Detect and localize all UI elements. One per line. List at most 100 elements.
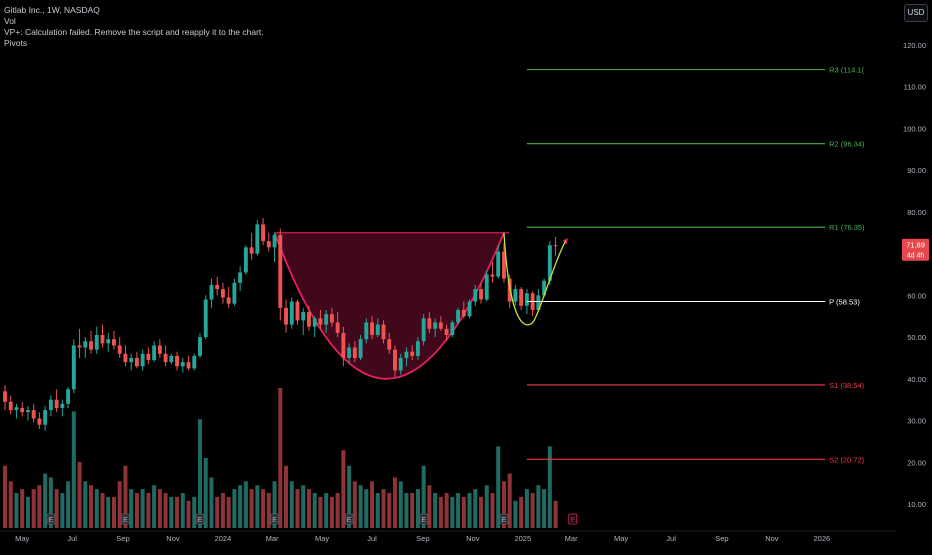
candle-body [25, 410, 30, 413]
candle-body [502, 251, 506, 279]
candle [117, 337, 122, 358]
volume-bar [89, 485, 94, 528]
candle [175, 351, 180, 371]
volume-bar [123, 465, 128, 528]
volume-bar [226, 496, 231, 528]
candle-body [456, 309, 461, 323]
volume-bar [117, 481, 122, 528]
volume-bar [427, 485, 432, 528]
candlestick-series [3, 218, 558, 431]
volume-bar [8, 481, 13, 528]
candle [140, 349, 145, 371]
candle [94, 326, 99, 354]
candle-body [284, 307, 288, 325]
volume-bar [31, 489, 36, 528]
candle [89, 330, 93, 354]
candle-body [513, 289, 518, 302]
candle-body [524, 293, 529, 306]
earnings-marker-letter: E [49, 517, 54, 524]
volume-bar [524, 489, 529, 528]
earnings-marker-box [419, 513, 429, 525]
candle [3, 385, 7, 411]
time-tick-label: Sep [116, 534, 129, 543]
candle [335, 312, 340, 338]
candle [318, 309, 323, 329]
chart-legend: Gitlab Inc., 1W, NASDAQ Vol VP+: Calcula… [4, 5, 264, 49]
candle-body [146, 353, 151, 361]
candle-body [83, 341, 88, 348]
time-tick-label: 2025 [514, 534, 531, 543]
candle-body [266, 241, 271, 248]
earnings-marker-letter: E [502, 517, 507, 524]
earnings-marker-box [499, 513, 509, 525]
price-axis[interactable]: 10.0020.0030.0040.0050.0060.0070.0080.00… [897, 0, 932, 550]
candle [152, 341, 157, 363]
candle [123, 345, 128, 367]
handle-arrow [562, 237, 568, 245]
volume-bar [542, 489, 547, 528]
candle-body [352, 347, 357, 358]
volume-bar [266, 493, 271, 528]
volume-bar [404, 493, 409, 528]
candle [220, 282, 225, 304]
candle [60, 399, 65, 417]
volume-bar [444, 493, 449, 528]
volume-bar [243, 481, 248, 528]
volume-bar [352, 481, 357, 528]
candle-body [209, 284, 214, 300]
candle-body [461, 309, 466, 317]
pivot-label-p: P (58.53) [829, 297, 860, 306]
price-tick-label: 50.00 [907, 333, 926, 342]
pivots-indicator-label[interactable]: Pivots [4, 38, 28, 48]
candle [352, 341, 357, 363]
candle [186, 355, 191, 371]
volume-bar [175, 496, 180, 528]
candle [25, 405, 30, 421]
candle [157, 339, 162, 358]
handle-pattern [503, 232, 568, 326]
candle-body [31, 410, 36, 419]
candle-body [312, 318, 317, 327]
volume-indicator-label[interactable]: Vol [4, 16, 16, 26]
last-price-value: 71.89 [906, 241, 925, 250]
volume-bar [479, 496, 484, 528]
earnings-marker: E [195, 513, 205, 525]
candle [106, 332, 111, 352]
volume-bar [261, 489, 266, 528]
volume-bar [329, 496, 334, 528]
candle-body [295, 301, 300, 321]
candle-body [329, 314, 334, 323]
symbol-title[interactable]: Gitlab Inc., 1W, NASDAQ [4, 5, 100, 15]
earnings-marker-box [270, 513, 279, 525]
candle-body [307, 312, 311, 327]
volume-bar [370, 481, 375, 528]
price-axis-bg [897, 0, 932, 550]
volume-bar [536, 485, 541, 528]
earnings-marker-box [46, 513, 56, 525]
candle-body [215, 284, 220, 290]
volume-bar [157, 489, 162, 528]
volume-bar [134, 493, 139, 528]
candle [502, 243, 506, 283]
candle-body [318, 318, 323, 325]
volume-bar [507, 473, 512, 528]
volume-bar [496, 446, 501, 528]
earnings-marker: E [270, 513, 279, 525]
candle-body [375, 324, 380, 336]
candle-body [8, 401, 13, 411]
last-price-badge [902, 238, 929, 261]
volume-bar [421, 465, 426, 528]
earnings-marker-box [195, 513, 205, 525]
volume-bar [146, 493, 151, 528]
candle [387, 332, 392, 354]
candle [450, 320, 455, 338]
time-tick-label: May [15, 534, 29, 543]
pivot-label-r2: R2 (96.34) [829, 140, 865, 149]
candle-body [255, 224, 260, 254]
currency-button[interactable]: USD [904, 4, 928, 22]
candle [192, 353, 197, 371]
cup-pattern [273, 232, 509, 380]
time-axis[interactable]: May Jul Sep Nov 2024 Mar May Jul Sep Nov 2025 Mar Ma… [0, 530, 897, 543]
